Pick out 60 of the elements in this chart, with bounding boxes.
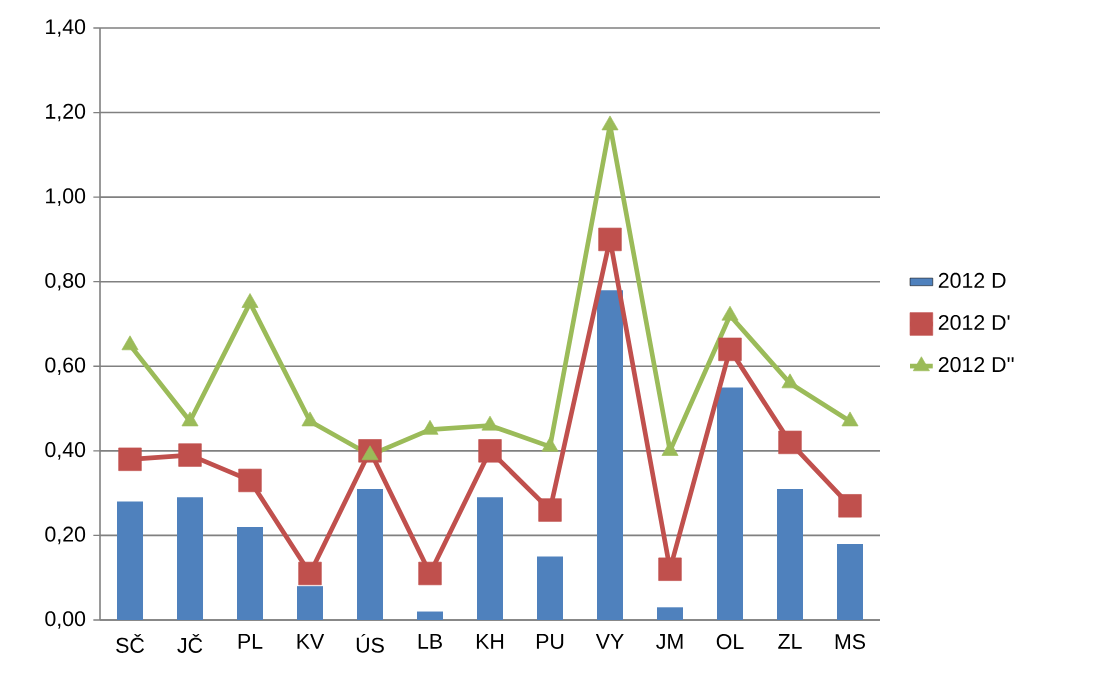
point [481, 415, 499, 431]
x-tick-label: VY [595, 634, 624, 649]
bar [357, 488, 384, 620]
x-tick-label: KH [476, 634, 504, 649]
point [361, 445, 379, 461]
point [418, 561, 442, 586]
x-tick-label: SČ [116, 634, 145, 653]
bar [117, 501, 144, 620]
point [541, 436, 559, 452]
bar [597, 290, 623, 620]
bar [837, 543, 863, 620]
y-tick-label: 0,20 [45, 526, 86, 545]
x-tick-label: OL [716, 634, 744, 650]
point [298, 561, 322, 586]
bar [777, 488, 803, 620]
point [178, 443, 202, 467]
point [421, 420, 439, 435]
bar [657, 607, 684, 620]
bar [537, 556, 563, 620]
bar [177, 497, 204, 620]
x-tick-label: JM [656, 634, 683, 649]
y-tick-label: 1,00 [46, 188, 86, 206]
bar [297, 586, 324, 620]
point [601, 115, 619, 131]
point [658, 557, 682, 581]
bar [417, 611, 443, 620]
point [538, 498, 562, 522]
legend-label: 2012 D' [938, 314, 1010, 331]
x-tick-label: PU [536, 634, 564, 649]
point [778, 430, 802, 455]
point [478, 439, 502, 463]
x-tick-label: ÚS [356, 634, 384, 653]
x-tick-label: ZL [778, 634, 802, 649]
point [838, 494, 862, 518]
point [118, 447, 142, 471]
y-tick-label: 1,20 [46, 103, 86, 122]
y-tick-label: 1,40 [46, 19, 86, 37]
point [841, 411, 859, 427]
x-tick-label: KV [297, 634, 325, 649]
legend-label: 2012 D'' [938, 357, 1014, 373]
point [121, 335, 139, 351]
y-tick-label: 0,40 [45, 442, 86, 460]
x-tick-label: JČ [177, 634, 203, 653]
point [661, 441, 679, 456]
y-tick-label: 0,00 [45, 611, 86, 629]
point [301, 411, 319, 427]
x-tick-label: MS [835, 634, 866, 650]
point [781, 373, 799, 389]
x-tick-label: LB [418, 634, 442, 649]
point [721, 305, 739, 321]
legend-label: 2012 D [938, 272, 1006, 288]
point [241, 293, 259, 308]
point [238, 468, 262, 493]
point [181, 411, 199, 427]
x-tick-label: PL [238, 634, 263, 649]
bar [717, 387, 743, 620]
y-tick-label: 0,60 [45, 357, 86, 376]
bar [477, 497, 503, 620]
y-tick-label: 0,80 [45, 272, 86, 291]
bar [237, 526, 264, 620]
